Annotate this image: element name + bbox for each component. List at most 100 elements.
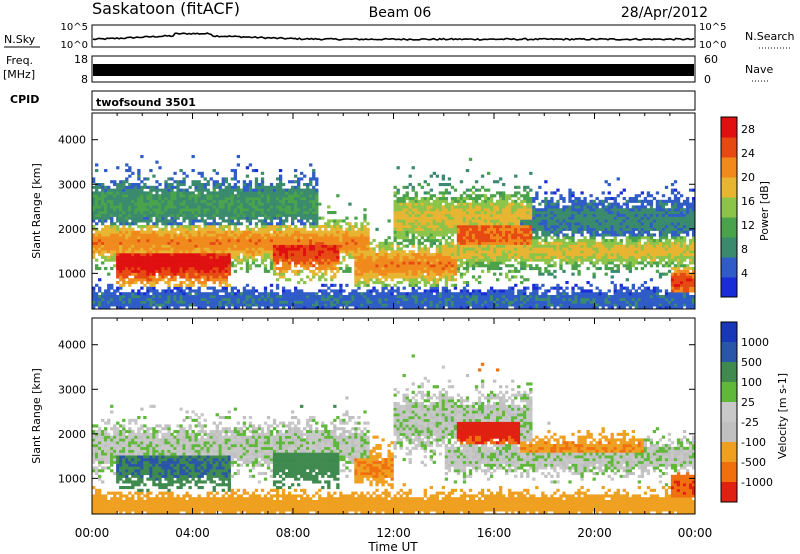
scatter-cell bbox=[477, 213, 482, 217]
scatter-cell bbox=[420, 213, 424, 217]
scatter-cell bbox=[339, 289, 343, 293]
scatter-cell bbox=[306, 233, 310, 237]
scatter-cell bbox=[312, 219, 316, 223]
scatter-cell bbox=[453, 230, 458, 234]
scatter-cell bbox=[300, 213, 304, 217]
scatter-cell bbox=[453, 267, 458, 271]
scatter-cell bbox=[441, 211, 446, 215]
scatter-cell bbox=[420, 222, 424, 226]
scatter-cell bbox=[203, 222, 207, 226]
scatter-cell bbox=[447, 297, 452, 301]
scatter-cell bbox=[429, 230, 433, 234]
scatter-cell bbox=[465, 211, 470, 215]
scatter-cell bbox=[514, 233, 518, 237]
scatter-cell bbox=[173, 253, 177, 257]
scatter-cell bbox=[324, 295, 328, 299]
scatter-cell bbox=[312, 264, 316, 268]
scatter-cell bbox=[263, 216, 268, 220]
scatter-cell bbox=[420, 300, 424, 304]
scatter-cell bbox=[110, 227, 114, 231]
scatter-cell bbox=[441, 244, 446, 248]
scatter-cell bbox=[164, 241, 168, 245]
scatter-cell bbox=[131, 199, 135, 203]
scatter-cell bbox=[450, 219, 455, 223]
scatter-cell bbox=[417, 272, 421, 276]
scatter-cell bbox=[167, 306, 171, 310]
scatter-cell bbox=[462, 230, 467, 234]
scatter-cell bbox=[297, 306, 301, 310]
scatter-cell bbox=[294, 185, 298, 189]
scatter-cell bbox=[378, 253, 382, 257]
scatter-cell bbox=[456, 303, 461, 307]
scatter-cell bbox=[489, 295, 494, 299]
scatter-cell bbox=[318, 247, 322, 251]
scatter-cell bbox=[140, 286, 144, 290]
scatter-cell bbox=[342, 230, 346, 234]
scatter-cell bbox=[303, 199, 307, 203]
scatter-cell bbox=[417, 250, 421, 254]
scatter-cell bbox=[315, 205, 319, 209]
scatter-cell bbox=[432, 261, 436, 265]
scatter-cell bbox=[278, 197, 283, 201]
scatter-cell bbox=[324, 264, 328, 268]
scatter-cell bbox=[113, 202, 117, 206]
scatter-cell bbox=[179, 202, 183, 206]
scatter-cell bbox=[281, 230, 286, 234]
scatter-cell bbox=[194, 241, 198, 245]
scatter-cell bbox=[354, 230, 358, 234]
scatter-cell bbox=[459, 297, 464, 301]
scatter-cell bbox=[182, 208, 186, 212]
scatter-cell bbox=[414, 275, 418, 279]
scatter-cell bbox=[297, 211, 301, 215]
scatter-cell bbox=[489, 267, 494, 271]
scatter-cell bbox=[405, 185, 409, 189]
scatter-cell bbox=[275, 202, 280, 206]
scatter-cell bbox=[167, 269, 171, 273]
scatter-cell bbox=[287, 208, 292, 212]
scatter-cell bbox=[143, 258, 147, 262]
scatter-cell bbox=[215, 241, 219, 245]
scatter-cell bbox=[164, 269, 168, 273]
scatter-cell bbox=[511, 289, 515, 293]
scatter-cell bbox=[360, 222, 364, 226]
scatter-cell bbox=[324, 247, 328, 251]
scatter-cell bbox=[269, 225, 274, 229]
scatter-cell bbox=[453, 306, 458, 310]
scatter-cell bbox=[486, 202, 491, 206]
scatter-cell bbox=[426, 197, 430, 201]
scatter-cell bbox=[251, 188, 256, 192]
scatter-cell bbox=[101, 250, 105, 254]
scatter-cell bbox=[372, 300, 376, 304]
scatter-cell bbox=[254, 230, 259, 234]
scatter-cell bbox=[489, 289, 494, 293]
scatter-cell bbox=[212, 222, 216, 226]
scatter-cell bbox=[408, 295, 412, 299]
scatter-cell bbox=[432, 239, 436, 243]
scatter-cell bbox=[269, 255, 274, 259]
scatter-cell bbox=[236, 261, 241, 265]
scatter-cell bbox=[230, 286, 234, 290]
scatter-cell bbox=[327, 241, 331, 245]
scatter-cell bbox=[351, 227, 355, 231]
scatter-cell bbox=[402, 199, 406, 203]
scatter-cell bbox=[405, 300, 409, 304]
scatter-cell bbox=[131, 269, 135, 273]
scatter-cell bbox=[297, 258, 301, 262]
scatter-cell bbox=[502, 227, 506, 231]
scatter-cell bbox=[170, 205, 174, 209]
scatter-cell bbox=[170, 269, 174, 273]
freq-strip-frame bbox=[91, 55, 696, 83]
scatter-cell bbox=[420, 216, 424, 220]
scatter-cell bbox=[113, 295, 117, 299]
scatter-cell bbox=[489, 261, 494, 265]
scatter-cell bbox=[275, 216, 280, 220]
scatter-cell bbox=[188, 239, 192, 243]
scatter-cell bbox=[107, 244, 111, 248]
scatter-cell bbox=[414, 306, 418, 310]
scatter-cell bbox=[505, 208, 509, 212]
scatter-cell bbox=[257, 239, 262, 243]
scatter-cell bbox=[511, 286, 515, 290]
scatter-cell bbox=[496, 261, 500, 265]
scatter-cell bbox=[342, 250, 346, 254]
scatter-cell bbox=[122, 281, 126, 285]
